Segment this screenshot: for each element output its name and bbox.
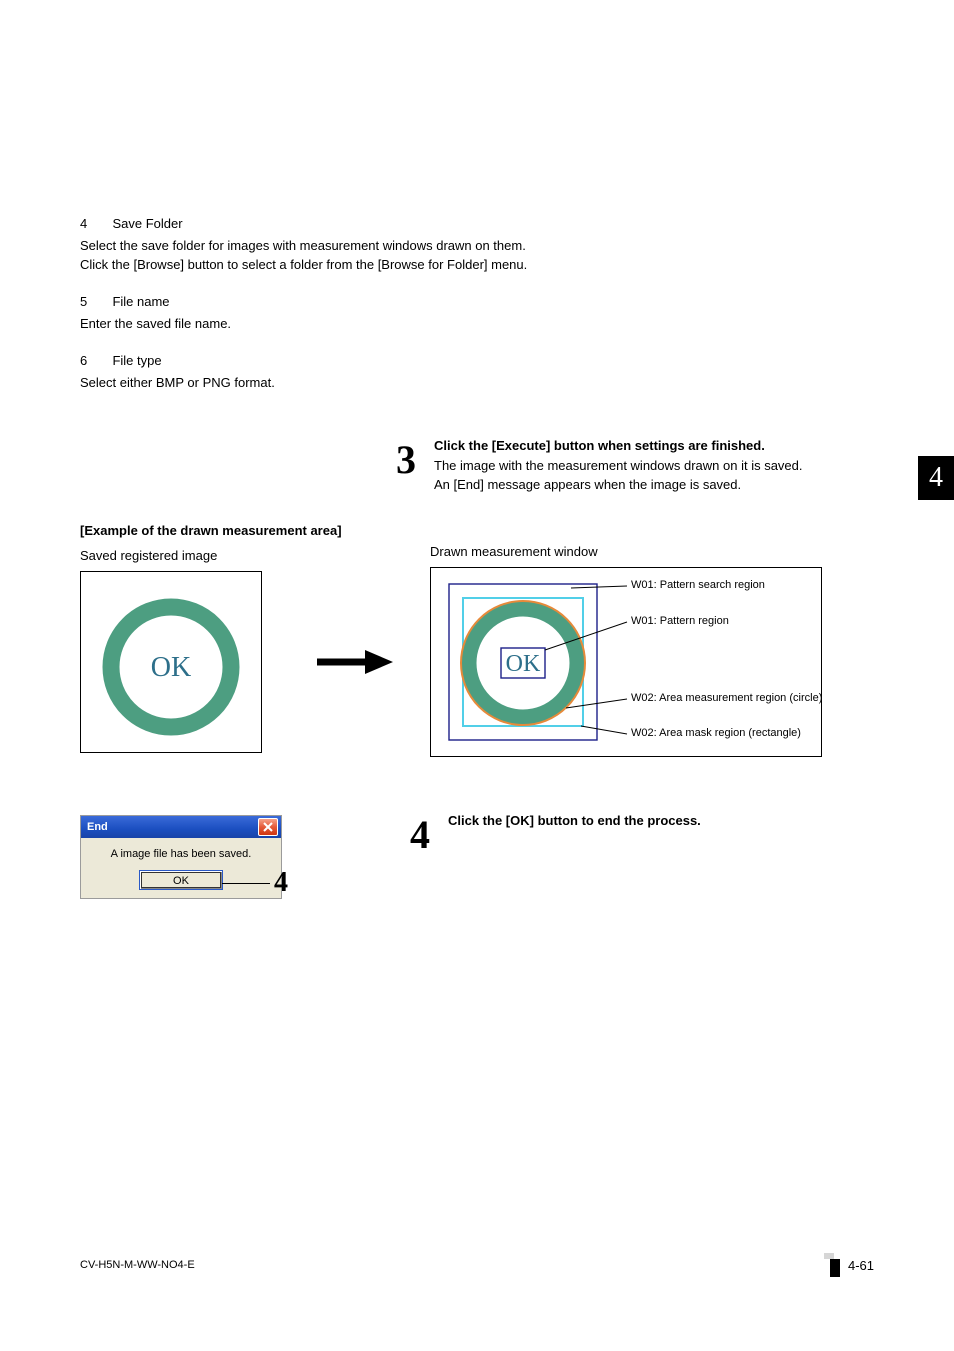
step-4-bold: Click the [OK] button to end the process… bbox=[448, 811, 874, 831]
left-caption: Saved registered image bbox=[80, 548, 280, 563]
section-5-line1: Enter the saved file name. bbox=[80, 315, 874, 334]
dialog-titlebar: End bbox=[81, 816, 281, 838]
page-footer: CV-H5N-M-WW-NO4-E 4-61 bbox=[80, 1253, 874, 1277]
section-6-heading: 6 File type bbox=[80, 352, 874, 370]
step-3-bold: Click the [Execute] button when settings… bbox=[434, 436, 874, 456]
section-5-body: Enter the saved file name. bbox=[80, 315, 874, 334]
callout-number: 4 bbox=[274, 867, 288, 899]
figure-row: Saved registered image OK Drawn measurem… bbox=[80, 544, 874, 757]
label-w01-pattern: W01: Pattern region bbox=[631, 615, 729, 627]
section-6-line1: Select either BMP or PNG format. bbox=[80, 374, 874, 393]
step-3-text: Click the [Execute] button when settings… bbox=[434, 436, 874, 495]
label-w02-circle: W02: Area measurement region (circle) bbox=[631, 692, 822, 704]
section-6-num: 6 bbox=[80, 353, 108, 368]
section-5-num: 5 bbox=[80, 294, 108, 309]
section-4-heading: 4 Save Folder bbox=[80, 215, 874, 233]
drawn-window-box: OK W01: Pattern search region W01: Patte… bbox=[430, 567, 822, 757]
example-heading: [Example of the drawn measurement area] bbox=[80, 523, 874, 538]
label-w02-rect: W02: Area mask region (rectangle) bbox=[631, 727, 801, 739]
footer-left: CV-H5N-M-WW-NO4-E bbox=[80, 1259, 195, 1271]
section-4-line2: Click the [Browse] button to select a fo… bbox=[80, 256, 874, 275]
footer-right-wrap: 4-61 bbox=[824, 1253, 874, 1277]
step-4-num: 4 bbox=[396, 811, 430, 858]
footer-page-num: 4-61 bbox=[848, 1258, 874, 1273]
dialog-title: End bbox=[87, 821, 108, 833]
section-4-line1: Select the save folder for images with m… bbox=[80, 237, 874, 256]
close-icon bbox=[263, 822, 273, 832]
chapter-tab-num: 4 bbox=[929, 462, 943, 494]
end-dialog: End A image file has been saved. OK bbox=[80, 815, 282, 899]
saved-image-box: OK bbox=[80, 571, 262, 753]
svg-text:OK: OK bbox=[506, 651, 541, 677]
dialog-body: A image file has been saved. OK bbox=[81, 838, 281, 898]
step-3-line1: The image with the measurement windows d… bbox=[434, 456, 874, 476]
right-caption: Drawn measurement window bbox=[430, 544, 840, 559]
section-5-heading: 5 File name bbox=[80, 293, 874, 311]
chapter-tab: 4 bbox=[918, 456, 954, 500]
section-4-num: 4 bbox=[80, 216, 108, 231]
arrow-icon bbox=[280, 572, 430, 752]
section-4-title: Save Folder bbox=[112, 216, 182, 231]
section-6-body: Select either BMP or PNG format. bbox=[80, 374, 874, 393]
step-3-line2: An [End] message appears when the image … bbox=[434, 475, 874, 495]
dialog-message: A image file has been saved. bbox=[87, 848, 275, 860]
callout-line bbox=[222, 883, 270, 884]
dialog-ok-button[interactable]: OK bbox=[139, 870, 223, 890]
saved-image-svg: OK bbox=[81, 572, 261, 752]
label-w01-search: W01: Pattern search region bbox=[631, 579, 765, 591]
section-4-body: Select the save folder for images with m… bbox=[80, 237, 874, 275]
section-6-title: File type bbox=[112, 353, 161, 368]
step-3-num: 3 bbox=[382, 436, 416, 483]
section-5-title: File name bbox=[112, 294, 169, 309]
svg-text:OK: OK bbox=[151, 652, 191, 683]
dialog-close-button[interactable] bbox=[258, 818, 278, 836]
step-4-text: Click the [OK] button to end the process… bbox=[448, 811, 874, 831]
